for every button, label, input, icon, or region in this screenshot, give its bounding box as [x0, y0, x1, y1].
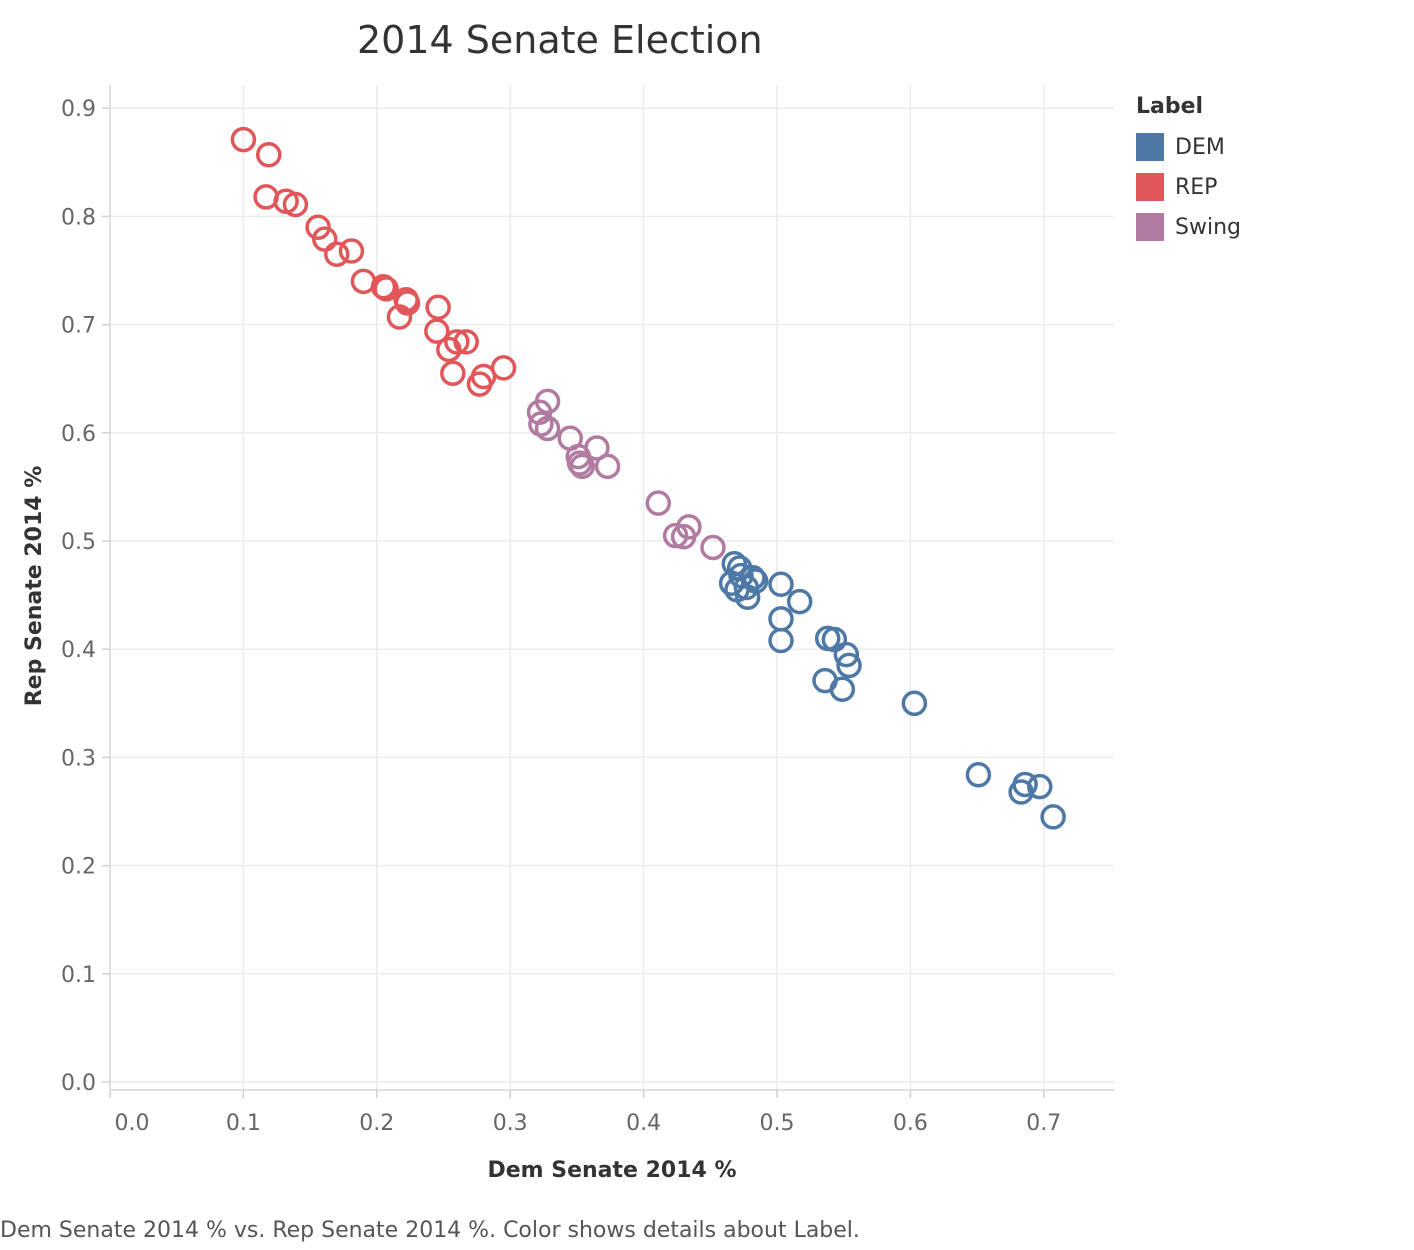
x-tick-label: 0.6	[893, 1111, 928, 1136]
legend-label: Swing	[1175, 214, 1241, 240]
data-point-dem[interactable]	[768, 627, 794, 654]
data-point-rep[interactable]	[394, 290, 421, 316]
x-tick-label: 0.7	[1026, 1111, 1061, 1136]
data-point-rep[interactable]	[444, 329, 470, 355]
chart-caption: Dem Senate 2014 % vs. Rep Senate 2014 %.…	[0, 1218, 860, 1243]
data-point-swing[interactable]	[569, 453, 595, 480]
data-point-dem[interactable]	[833, 641, 860, 668]
legend-item-dem[interactable]: DEM	[1136, 127, 1241, 167]
y-tick-label: 0.9	[61, 97, 96, 122]
y-tick-label: 0.2	[61, 855, 96, 880]
data-point-dem[interactable]	[1012, 771, 1038, 798]
y-tick-label: 0.8	[61, 205, 96, 230]
data-points	[230, 126, 1066, 830]
legend-item-swing[interactable]: Swing	[1136, 207, 1241, 247]
y-axis-title: Rep Senate 2014 %	[22, 466, 47, 707]
legend-title: Label	[1136, 94, 1204, 119]
data-point-dem[interactable]	[901, 690, 928, 717]
data-point-dem[interactable]	[742, 568, 769, 594]
data-point-swing[interactable]	[676, 514, 702, 540]
data-point-dem[interactable]	[836, 652, 862, 679]
data-point-swing[interactable]	[566, 450, 593, 476]
data-point-rep[interactable]	[338, 238, 365, 264]
y-tick-label: 0.4	[61, 638, 96, 663]
data-point-rep[interactable]	[490, 355, 517, 381]
data-point-dem[interactable]	[829, 676, 856, 702]
x-tick-label: 0.3	[493, 1111, 528, 1136]
x-tick-label: 0.2	[359, 1111, 394, 1136]
chart-title: 2014 Senate Election	[357, 18, 763, 62]
legend-item-rep[interactable]: REP	[1136, 167, 1241, 207]
y-tick-label: 0.1	[61, 963, 96, 988]
data-point-rep[interactable]	[370, 273, 397, 300]
x-tick-label: 0.0	[115, 1111, 150, 1136]
axes: 0.0 0.1 0.2 0.3 0.4 0.5 0.6 0.7 0.0 0.1 0.2 0.3 0.4 0…	[61, 85, 1114, 1136]
data-point-rep[interactable]	[255, 141, 282, 168]
y-tick-label: 0.7	[61, 314, 96, 339]
y-tick-label: 0.5	[61, 530, 96, 555]
legend-swatch	[1136, 213, 1164, 241]
legend-label: REP	[1175, 174, 1218, 200]
data-point-rep[interactable]	[230, 126, 257, 153]
data-point-swing[interactable]	[594, 453, 621, 480]
data-point-rep[interactable]	[373, 276, 399, 302]
x-axis-title: Dem Senate 2014 %	[487, 1158, 736, 1183]
y-tick-label: 0.3	[61, 746, 96, 771]
data-point-dem[interactable]	[740, 565, 766, 591]
data-point-dem[interactable]	[965, 761, 992, 788]
data-point-rep[interactable]	[425, 294, 451, 321]
data-point-dem[interactable]	[768, 571, 794, 598]
y-tick-label: 0.6	[61, 422, 96, 447]
data-point-dem[interactable]	[786, 588, 813, 615]
data-point-swing[interactable]	[534, 415, 561, 442]
data-point-rep[interactable]	[253, 184, 279, 210]
data-point-rep[interactable]	[324, 241, 350, 268]
data-point-rep[interactable]	[453, 329, 479, 355]
x-tick-label: 0.1	[226, 1111, 261, 1136]
legend-label: DEM	[1175, 134, 1225, 160]
legend-swatch	[1136, 173, 1164, 201]
data-point-rep[interactable]	[282, 191, 309, 218]
x-tick-label: 0.4	[626, 1111, 661, 1136]
data-point-swing[interactable]	[700, 534, 726, 561]
grid-lines	[110, 85, 1114, 1098]
x-tick-label: 0.5	[760, 1111, 795, 1136]
data-point-dem[interactable]	[768, 606, 794, 632]
legend-swatch	[1136, 133, 1164, 161]
data-point-rep[interactable]	[440, 360, 466, 387]
data-point-dem[interactable]	[1040, 804, 1066, 830]
data-point-swing[interactable]	[645, 490, 672, 516]
data-point-dem[interactable]	[1027, 773, 1053, 800]
y-tick-label: 0.0	[61, 1071, 96, 1096]
data-point-swing[interactable]	[584, 435, 610, 461]
data-point-rep[interactable]	[424, 318, 450, 344]
legend: Label DEM REP Swing	[1136, 94, 1241, 247]
data-point-rep[interactable]	[386, 304, 413, 330]
